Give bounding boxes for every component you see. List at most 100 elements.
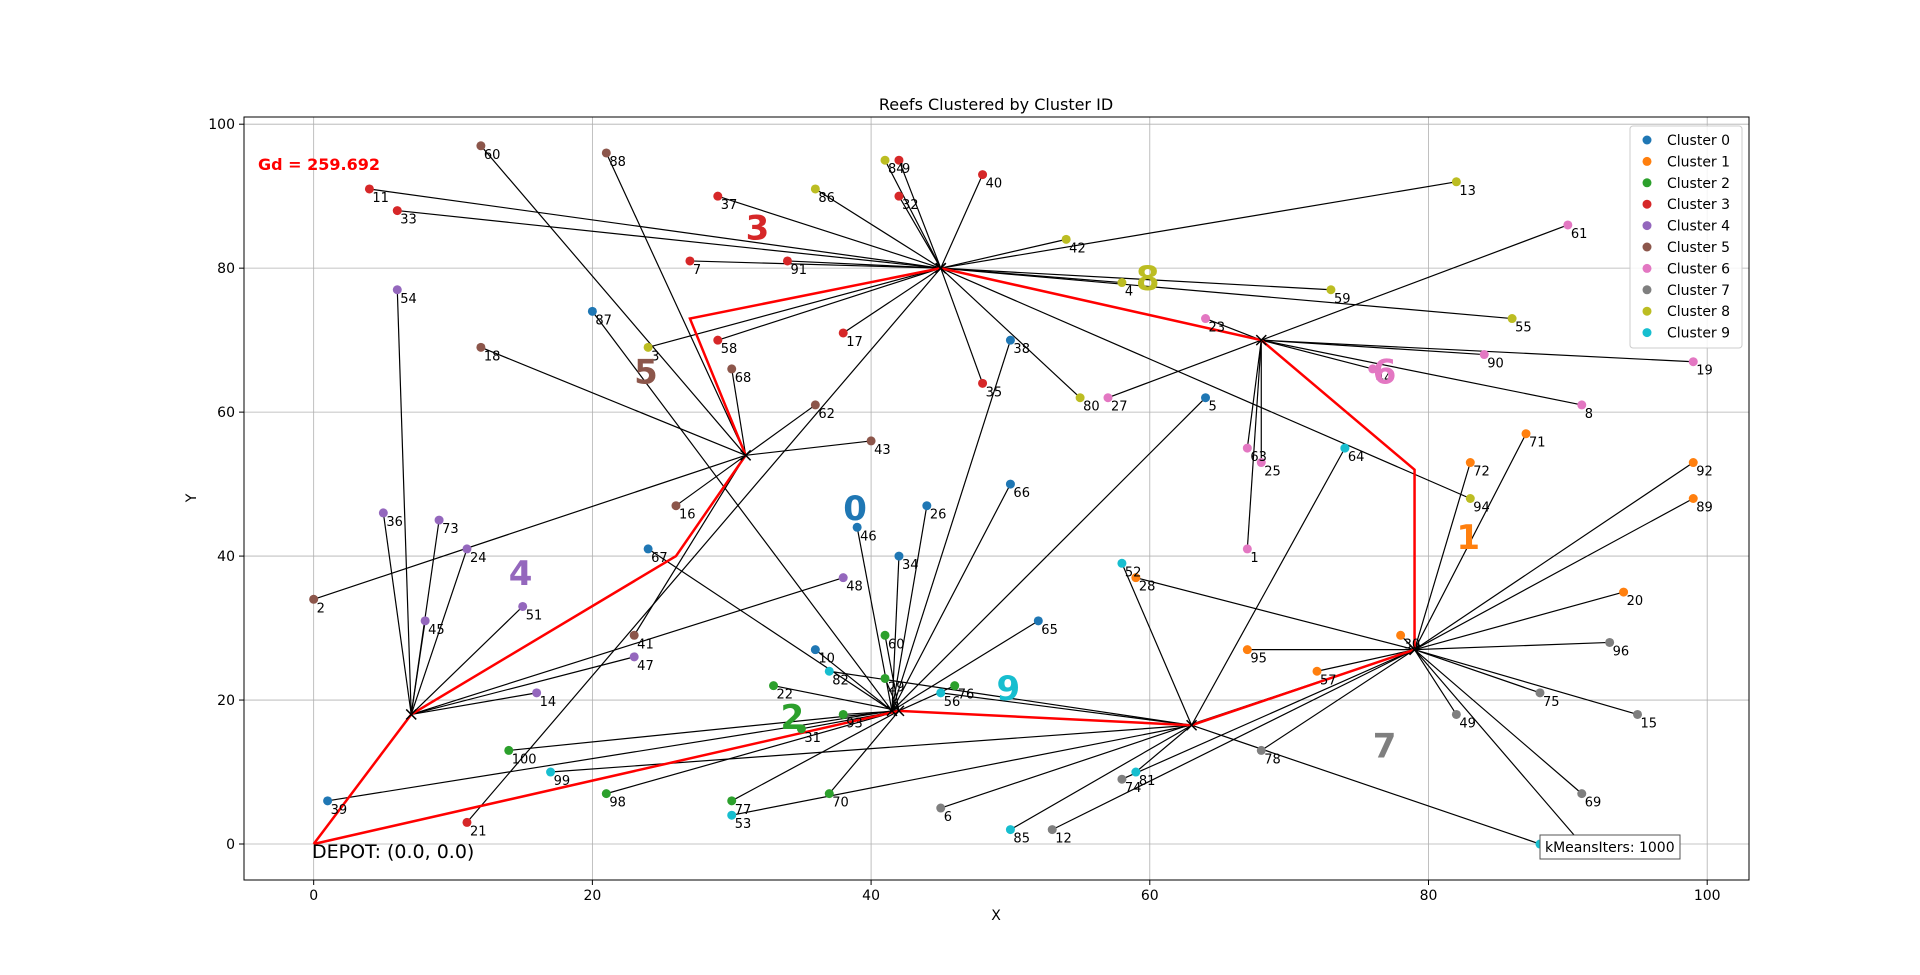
point-id-label: 46 [860, 529, 877, 544]
point-id-label: 84 [888, 162, 905, 177]
point-id-label: 69 [1585, 796, 1602, 811]
cluster-5-point [866, 436, 876, 446]
cluster-link [940, 238, 1067, 269]
cluster-9-point [824, 666, 834, 676]
cluster-7-point [1117, 774, 1127, 784]
point-id-label: 19 [1696, 364, 1713, 379]
cluster-link [1010, 724, 1192, 831]
cluster-7-point [1535, 688, 1545, 698]
point-id-label: 78 [1264, 752, 1281, 767]
point-id-label: 25 [1264, 465, 1281, 480]
cluster-link [1260, 649, 1415, 751]
legend-marker [1642, 156, 1652, 166]
cluster-7-point [936, 803, 946, 813]
point-id-label: 57 [1320, 673, 1337, 688]
cluster-9-point [727, 810, 737, 820]
cluster-link [731, 710, 900, 802]
cluster-4-point [378, 508, 388, 518]
cluster-link [884, 678, 900, 712]
point-id-label: 37 [721, 198, 738, 213]
cluster-1-number-label: 1 [1456, 518, 1480, 558]
cluster-5-point [476, 141, 486, 151]
cluster-link [1135, 577, 1415, 651]
point-id-label: 8 [1585, 407, 1593, 422]
cluster-link [940, 267, 1471, 500]
x-tick-label: 20 [583, 888, 601, 904]
point-id-label: 29 [888, 680, 905, 695]
y-tick-label: 20 [217, 693, 235, 709]
cluster-1-point [1242, 645, 1252, 655]
cluster-8-point [1451, 177, 1461, 187]
cluster-link [1414, 649, 1583, 845]
cluster-link [891, 483, 1011, 712]
cluster-5-point [309, 594, 319, 604]
point-id-label: 51 [526, 608, 543, 623]
legend-entry: Cluster 4 [1667, 219, 1730, 235]
cluster-4-point [532, 688, 542, 698]
legend-entry: Cluster 0 [1667, 133, 1730, 149]
cluster-link [940, 267, 1331, 291]
cluster-0-point [1005, 335, 1015, 345]
cluster-4-number-label: 4 [509, 554, 533, 594]
cluster-0-point [1033, 616, 1043, 626]
point-id-label: 45 [428, 623, 445, 638]
cluster-3-number-label: 3 [746, 208, 770, 248]
cluster-2-number-label: 2 [781, 698, 805, 738]
point-id-label: 88 [609, 155, 626, 170]
legend-marker [1642, 285, 1652, 295]
legend-marker [1642, 242, 1652, 252]
cluster-1-point [1465, 458, 1475, 468]
cluster-2-point [796, 724, 806, 734]
cluster-center-marker [1186, 719, 1198, 731]
kmeans-box [1539, 834, 1681, 860]
point-id-label: 100 [512, 752, 537, 767]
cluster-8-number-label: 8 [1136, 259, 1160, 299]
legend-marker [1642, 199, 1652, 209]
point-id-label: 82 [832, 673, 849, 688]
cluster-center-marker [893, 705, 905, 717]
cluster-link [606, 710, 900, 795]
cluster-2-point [727, 796, 737, 806]
point-id-label: 85 [1013, 832, 1030, 847]
point-id-label: 93 [846, 716, 863, 731]
cluster-link [940, 174, 984, 269]
cluster-centers [405, 262, 1421, 731]
legend-entry: Cluster 9 [1667, 326, 1730, 342]
x-tick-label: 80 [1420, 888, 1438, 904]
cluster-3-point [978, 378, 988, 388]
cluster-2-point [838, 709, 848, 719]
point-id-label: 43 [874, 443, 891, 458]
point-id-label: 91 [790, 263, 807, 278]
cluster-6-point [1256, 458, 1266, 468]
point-id-label: 2 [317, 601, 325, 616]
cluster-5-point [671, 501, 681, 511]
point-id-label: 20 [1627, 594, 1644, 609]
cluster-link [898, 195, 942, 269]
cluster-0-point [852, 522, 862, 532]
cluster-link [1191, 724, 1541, 845]
cluster-link [591, 310, 893, 712]
cluster-link [1121, 563, 1193, 726]
point-id-label: 70 [832, 796, 849, 811]
cluster-6-point [1577, 400, 1587, 410]
point-id-label: 81 [1139, 774, 1156, 789]
cluster-3-point [713, 335, 723, 345]
point-id-label: 44 [1376, 371, 1393, 386]
cluster-9-point [1117, 558, 1127, 568]
cluster-4-point [838, 573, 848, 583]
cluster-1-point [1619, 587, 1629, 597]
cluster-link [842, 267, 942, 334]
cluster-link [1414, 649, 1457, 715]
point-id-label: 49 [1459, 716, 1476, 731]
point-id-label: 74 [1125, 781, 1142, 796]
cluster-link [313, 454, 746, 600]
cluster-0-point [1201, 393, 1211, 403]
cluster-6-point [1242, 443, 1252, 453]
point-id-label: 67 [651, 551, 668, 566]
point-id-label: 27 [1111, 400, 1128, 415]
legend-entry: Cluster 2 [1667, 176, 1730, 192]
point-id-label: 52 [1125, 565, 1142, 580]
cluster-3-point [978, 170, 988, 180]
point-id-label: 99 [554, 774, 571, 789]
